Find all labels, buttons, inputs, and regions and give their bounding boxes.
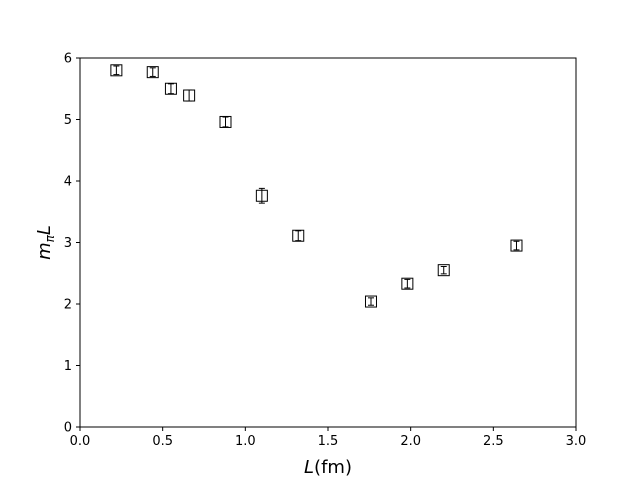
square-marker bbox=[110, 64, 123, 77]
axes: 0.0 0.5 1.0 1.5 2.0 2.5 3.0 0 1 2 3 4 5 6 bbox=[64, 52, 587, 450]
data-point bbox=[183, 89, 196, 102]
x-axis-label-unit: (fm) bbox=[314, 457, 352, 478]
y-tick-label: 0 bbox=[64, 421, 72, 436]
x-tick-label: 0.0 bbox=[70, 434, 91, 449]
y-tick-label: 6 bbox=[64, 52, 72, 67]
square-marker bbox=[364, 295, 377, 308]
data-point bbox=[401, 277, 414, 290]
y-axis-label-main: m bbox=[34, 242, 55, 260]
data-point bbox=[146, 66, 159, 79]
x-tick-label: 2.0 bbox=[400, 434, 421, 449]
x-axis-label: L(fm) bbox=[304, 457, 352, 478]
y-tick-label: 1 bbox=[64, 359, 72, 374]
x-tick-label: 2.5 bbox=[483, 434, 504, 449]
square-marker bbox=[437, 264, 450, 277]
data-point bbox=[110, 64, 123, 77]
x-tick-label: 1.0 bbox=[235, 434, 256, 449]
x-tick-label: 0.5 bbox=[152, 434, 173, 449]
data-point bbox=[437, 264, 450, 277]
x-tick-label: 3.0 bbox=[566, 434, 587, 449]
y-axis-label-subscript: π bbox=[43, 234, 57, 242]
y-axis-label: mπL bbox=[34, 225, 57, 260]
data-point bbox=[164, 82, 177, 95]
plot-area bbox=[110, 64, 523, 308]
square-marker bbox=[164, 82, 177, 95]
square-marker bbox=[401, 277, 414, 290]
y-tick-label: 3 bbox=[64, 236, 72, 251]
y-tick-label: 2 bbox=[64, 298, 72, 313]
y-axis-label-tail: L bbox=[34, 225, 55, 235]
square-marker bbox=[255, 189, 268, 202]
square-marker bbox=[219, 115, 232, 128]
data-point bbox=[255, 187, 268, 204]
x-axis-label-main: L bbox=[304, 457, 314, 478]
square-marker bbox=[292, 229, 305, 242]
data-point bbox=[364, 295, 377, 308]
square-marker bbox=[146, 66, 159, 79]
square-marker bbox=[183, 89, 196, 102]
square-marker bbox=[510, 239, 523, 252]
data-point bbox=[292, 229, 305, 242]
data-point bbox=[510, 239, 523, 252]
y-tick-label: 5 bbox=[64, 113, 72, 128]
x-tick-label: 1.5 bbox=[318, 434, 339, 449]
y-tick-label: 4 bbox=[64, 175, 72, 190]
data-point bbox=[219, 115, 232, 128]
